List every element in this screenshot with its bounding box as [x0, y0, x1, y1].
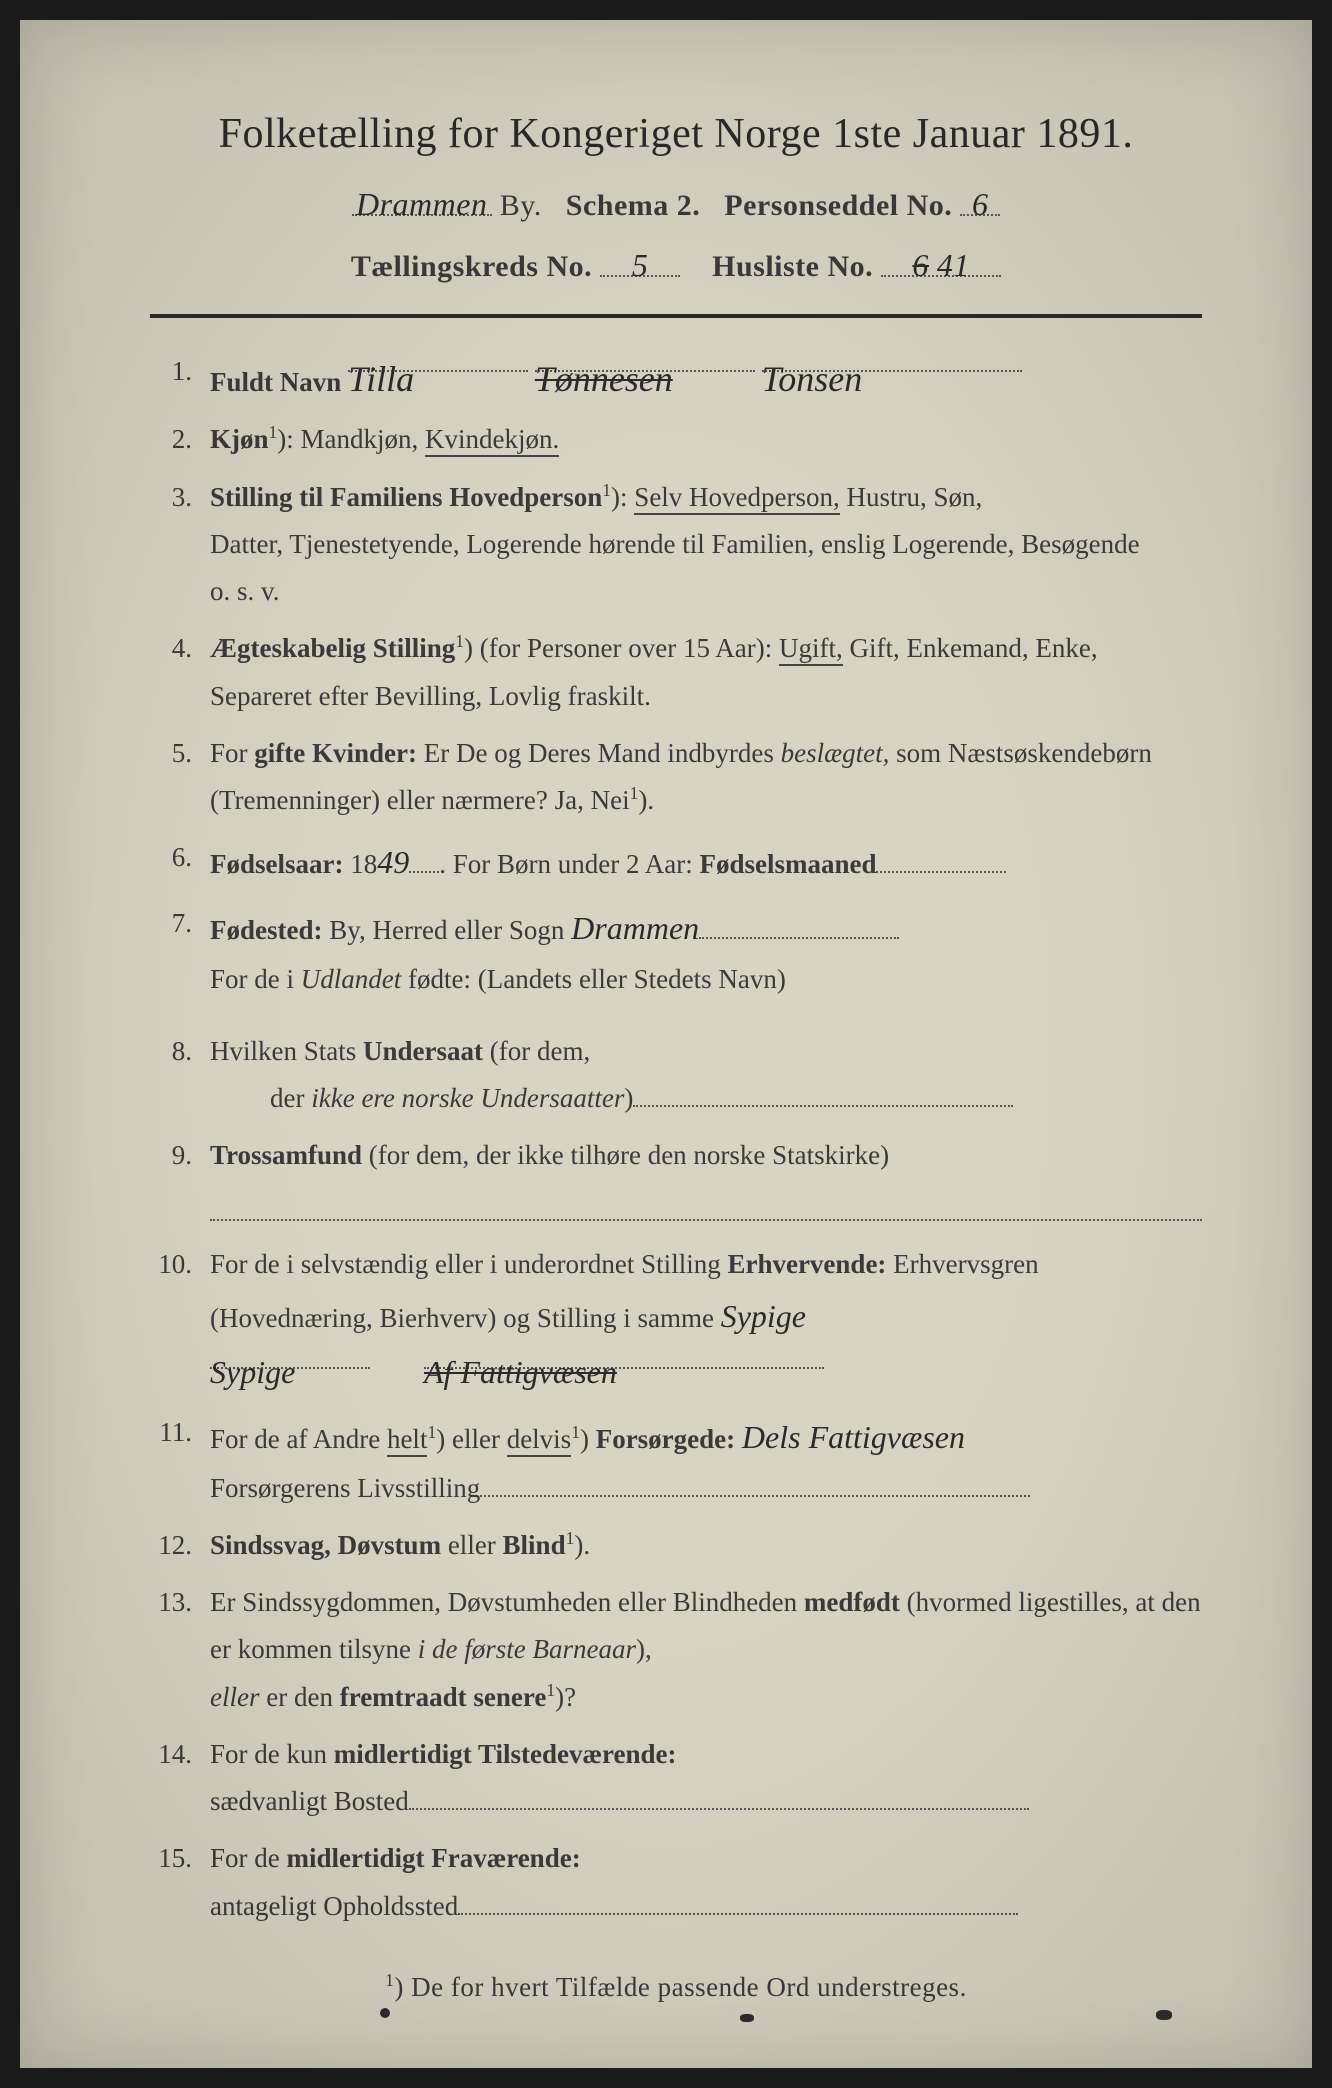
subheader-line-2: Tællingskreds No. 5 Husliste No. 6 41 — [150, 247, 1202, 284]
item-9: 9. Trossamfund (for dem, der ikke tilhør… — [150, 1132, 1202, 1221]
census-form-page: Folketælling for Kongeriget Norge 1ste J… — [20, 20, 1312, 2068]
occupation-strike-hw: Af Fattigvæsen — [424, 1354, 617, 1390]
footnote: 1) De for hvert Tilfælde passende Ord un… — [150, 1970, 1202, 2003]
husliste-no-field: 6 41 — [881, 247, 1001, 277]
item-12: 12. Sindssvag, Døvstum eller Blind1). — [150, 1522, 1202, 1569]
item-15: 15. For de midlertidigt Fraværende: anta… — [150, 1835, 1202, 1930]
ugift-underlined: Ugift, — [779, 633, 843, 666]
item-8: 8. Hvilken Stats Undersaat (for dem, der… — [150, 1028, 1202, 1123]
name-strike-hw: Tønnesen — [535, 359, 673, 399]
item-13: 13. Er Sindssygdommen, Døvstumheden elle… — [150, 1579, 1202, 1721]
item-7: 7. Fødested: By, Herred eller Sogn Dramm… — [150, 900, 1202, 1003]
item-11: 11. For de af Andre helt1) eller delvis1… — [150, 1409, 1202, 1512]
main-title: Folketælling for Kongeriget Norge 1ste J… — [150, 110, 1202, 158]
personseddel-no-field: 6 — [960, 186, 1000, 216]
item-4: 4. Ægteskabelig Stilling1) (for Personer… — [150, 625, 1202, 720]
support-hw: Dels Fattigvæsen — [742, 1419, 965, 1455]
ink-spot — [740, 2014, 754, 2022]
ink-spot — [380, 2008, 390, 2018]
header-rule — [150, 314, 1202, 318]
name-last-hw: Tonsen — [762, 359, 863, 399]
subheader-line-1: Drammen By. Schema 2. Personseddel No. 6 — [150, 186, 1202, 223]
ink-spot — [1156, 2010, 1172, 2020]
occupation-hw-2: Sypige — [210, 1354, 295, 1390]
item-1: 1. Fuldt Navn Tilla Tønnesen Tonsen — [150, 348, 1202, 406]
birth-year-hw: 49 — [377, 844, 409, 880]
item-6: 6. Fødselsaar: 1849. For Børn under 2 Aa… — [150, 834, 1202, 890]
city-field: Drammen — [352, 186, 492, 216]
item-10: 10. For de i selvstændig eller i underor… — [150, 1241, 1202, 1399]
form-header: Folketælling for Kongeriget Norge 1ste J… — [150, 110, 1202, 284]
item-14: 14. For de kun midlertidigt Tilstedevære… — [150, 1731, 1202, 1826]
form-items: 1. Fuldt Navn Tilla Tønnesen Tonsen 2. K… — [150, 348, 1202, 1930]
item-2: 2. Kjøn1): Mandkjøn, Kvindekjøn. — [150, 416, 1202, 463]
item-3: 3. Stilling til Familiens Hovedperson1):… — [150, 474, 1202, 616]
selv-hoved-underlined: Selv Hovedperson, — [634, 482, 839, 515]
birthplace-hw: Drammen — [571, 910, 699, 946]
kvinde-underlined: Kvindekjøn. — [425, 424, 559, 457]
kreds-no-field: 5 — [600, 247, 680, 277]
occupation-hw-1: Sypige — [721, 1298, 806, 1334]
item-5: 5. For gifte Kvinder: Er De og Deres Man… — [150, 730, 1202, 825]
name-first-hw: Tilla — [348, 359, 414, 399]
